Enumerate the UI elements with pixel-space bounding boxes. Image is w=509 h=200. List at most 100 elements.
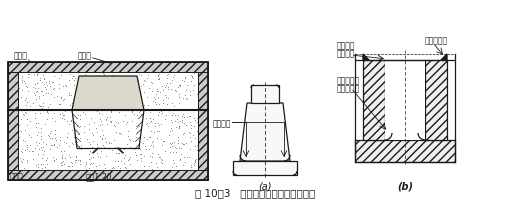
- Point: [30, 73, 38, 76]
- Point: [146, 121, 154, 124]
- Point: [154, 122, 162, 125]
- Point: [64, 165, 72, 168]
- Point: [57, 96, 65, 99]
- Point: [92, 98, 100, 101]
- Point: [115, 152, 123, 155]
- Point: [75, 145, 83, 148]
- Point: [133, 100, 141, 103]
- Point: [46, 132, 54, 135]
- Point: [185, 115, 193, 118]
- Point: [19, 138, 27, 141]
- Point: [111, 131, 120, 134]
- Point: [114, 97, 122, 100]
- Point: [180, 143, 188, 146]
- Point: [123, 93, 131, 97]
- Point: [185, 121, 193, 124]
- Point: [148, 82, 156, 85]
- Point: [77, 88, 86, 91]
- Point: [166, 150, 174, 154]
- Point: [67, 94, 75, 97]
- Point: [58, 162, 66, 165]
- Point: [122, 123, 130, 126]
- Point: [98, 129, 106, 132]
- Point: [143, 74, 151, 78]
- Point: [132, 125, 140, 129]
- Point: [102, 155, 110, 158]
- Point: [39, 145, 47, 148]
- Point: [99, 145, 107, 149]
- Bar: [197, 63, 208, 110]
- Point: [92, 165, 100, 168]
- Point: [52, 139, 60, 142]
- Point: [33, 90, 41, 93]
- Point: [99, 105, 107, 108]
- Point: [182, 98, 190, 101]
- Point: [37, 146, 45, 149]
- Point: [163, 102, 171, 106]
- Point: [137, 113, 145, 116]
- Point: [134, 111, 143, 114]
- Point: [68, 77, 76, 81]
- Point: [134, 104, 142, 107]
- Point: [192, 130, 200, 133]
- Point: [129, 80, 137, 83]
- Point: [189, 84, 197, 88]
- Bar: [8, 63, 208, 73]
- Point: [127, 90, 135, 93]
- Point: [125, 138, 133, 141]
- Point: [119, 120, 127, 123]
- Point: [71, 154, 79, 158]
- Point: [174, 86, 182, 89]
- Point: [59, 85, 67, 88]
- Point: [124, 135, 132, 138]
- Point: [128, 83, 136, 86]
- Point: [154, 124, 162, 127]
- Point: [107, 121, 115, 124]
- Point: [35, 95, 43, 99]
- Point: [38, 167, 46, 170]
- Point: [182, 89, 190, 92]
- Point: [177, 141, 185, 144]
- Point: [93, 151, 101, 155]
- Point: [16, 96, 24, 99]
- Point: [103, 77, 111, 80]
- Point: [191, 158, 200, 161]
- Point: [21, 129, 30, 132]
- Point: [145, 165, 153, 168]
- Point: [115, 132, 123, 135]
- Point: [131, 153, 139, 157]
- Point: [85, 166, 93, 169]
- Point: [131, 106, 139, 109]
- Point: [39, 94, 47, 97]
- Point: [69, 142, 77, 146]
- Point: [22, 104, 30, 107]
- Point: [31, 117, 39, 120]
- Point: [88, 146, 96, 149]
- Point: [154, 74, 162, 77]
- Point: [158, 144, 166, 147]
- Point: [166, 146, 174, 149]
- Point: [43, 110, 51, 113]
- Point: [59, 159, 67, 163]
- Point: [90, 120, 98, 124]
- Point: [148, 152, 156, 155]
- Point: [40, 83, 48, 86]
- Point: [192, 117, 201, 120]
- Point: [32, 98, 40, 101]
- Point: [89, 95, 97, 99]
- Point: [120, 79, 128, 83]
- Point: [88, 132, 96, 135]
- Point: [34, 153, 42, 156]
- Point: [126, 162, 134, 165]
- Point: [167, 142, 175, 146]
- Point: [58, 153, 66, 156]
- Point: [40, 77, 48, 80]
- Point: [174, 93, 182, 96]
- Point: [97, 77, 105, 80]
- Point: [23, 101, 31, 104]
- Point: [180, 94, 188, 98]
- Point: [118, 106, 126, 110]
- Point: [154, 156, 162, 159]
- Point: [171, 151, 179, 154]
- Point: [89, 84, 97, 87]
